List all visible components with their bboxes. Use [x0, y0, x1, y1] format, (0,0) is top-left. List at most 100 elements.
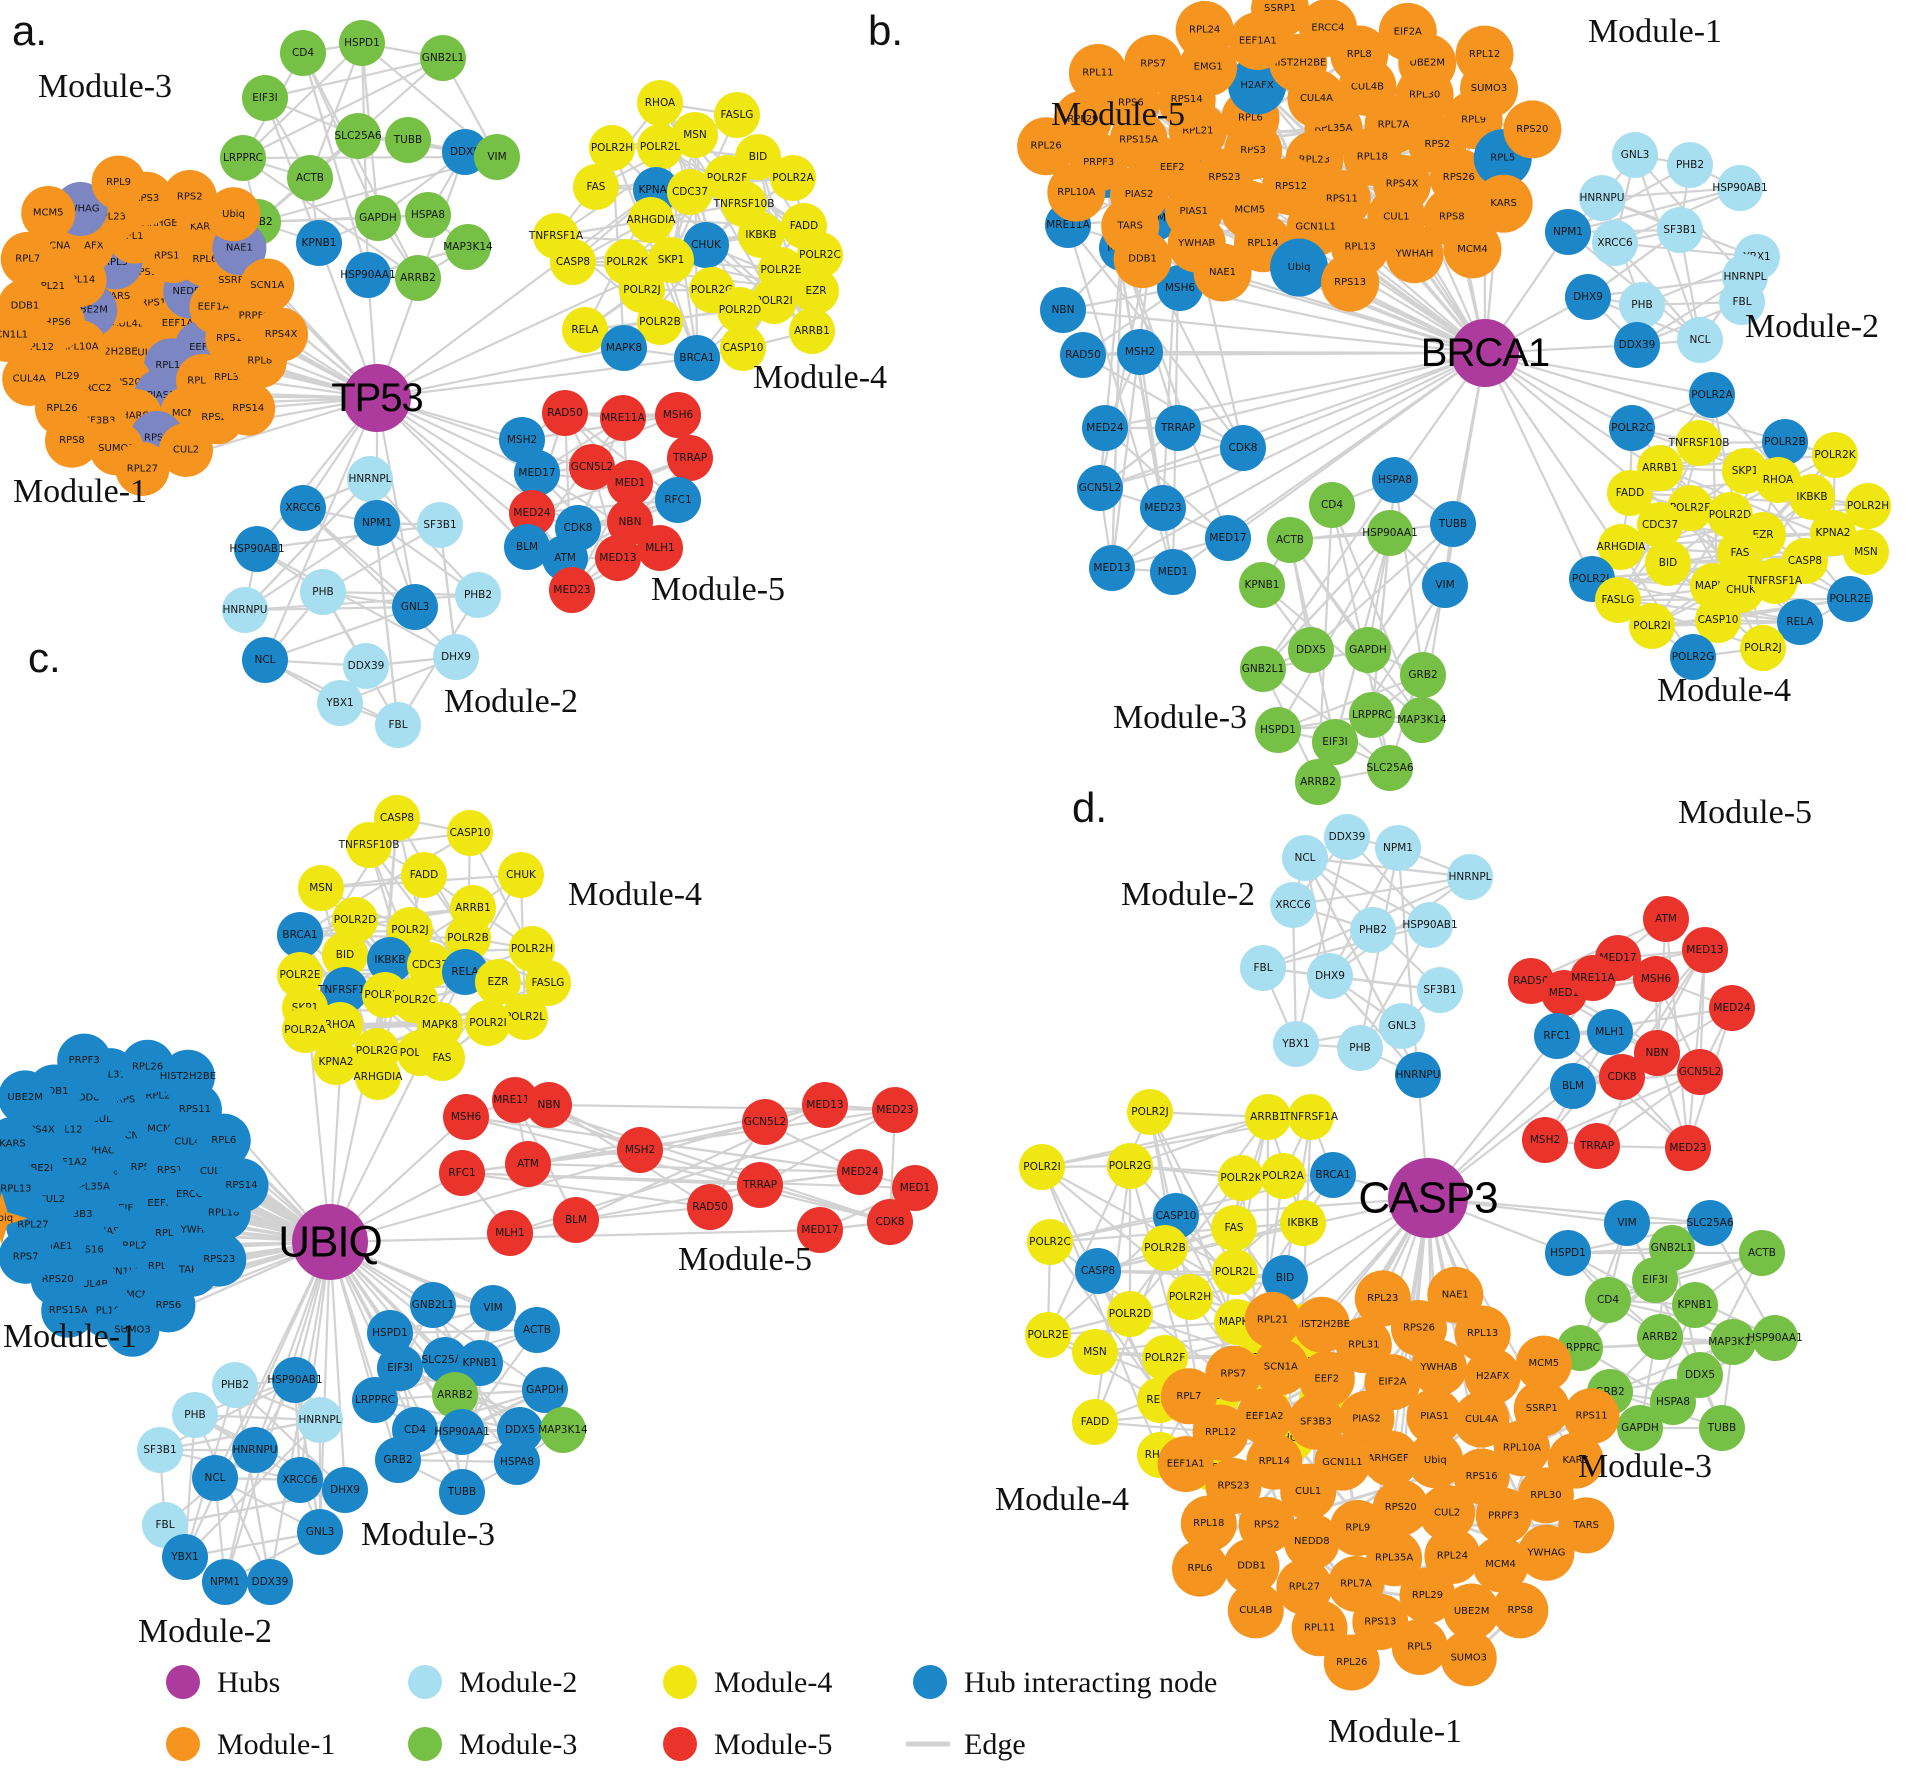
node-MED13[interactable]: MED13	[595, 535, 641, 581]
node-POLR2I[interactable]: POLR2I	[1629, 603, 1675, 649]
node-DDX39[interactable]: DDX39	[343, 643, 389, 689]
node-EZR[interactable]: EZR	[793, 268, 839, 314]
node-HSP90AA1[interactable]: HSP90AA1	[340, 252, 396, 298]
node-RPL13[interactable]: RPL13	[0, 1161, 43, 1216]
node-BLM[interactable]: BLM	[553, 1197, 599, 1243]
node-NPM1[interactable]: NPM1	[1375, 825, 1421, 871]
node-GAPDH[interactable]: GAPDH	[1617, 1405, 1663, 1451]
node-SUMO3[interactable]: SUMO3	[1440, 1630, 1497, 1687]
node-ARRB1[interactable]: ARRB1	[789, 308, 835, 354]
node-ACTB[interactable]: ACTB	[1267, 517, 1313, 563]
node-POLR2D[interactable]: POLR2D	[1707, 492, 1753, 538]
node-MED17[interactable]: MED17	[1205, 515, 1251, 561]
node-RAD50[interactable]: RAD50	[542, 390, 588, 436]
node-HSPA8[interactable]: HSPA8	[1372, 457, 1418, 503]
node-YBX1[interactable]: YBX1	[1273, 1021, 1319, 1067]
node-RPL6[interactable]: RPL6	[196, 1113, 251, 1168]
node-POLR2C[interactable]: POLR2C	[797, 232, 843, 278]
node-POLR2L[interactable]: POLR2L	[502, 994, 548, 1040]
node-UBE2M[interactable]: UBE2M	[1443, 1583, 1500, 1640]
node-RPL5[interactable]: RPL5	[1391, 1618, 1448, 1675]
node-KARS[interactable]: KARS	[0, 1116, 40, 1171]
node-NCL[interactable]: NCL	[1282, 835, 1328, 881]
node-POLR2F[interactable]: POLR2F	[1142, 1335, 1188, 1381]
hub-TP53[interactable]: TP53	[331, 364, 424, 432]
node-RPS23[interactable]: RPS23	[192, 1232, 247, 1287]
node-GRB2[interactable]: GRB2	[1400, 652, 1446, 698]
node-CASP10[interactable]: CASP10	[720, 325, 766, 371]
node-ARRB1[interactable]: ARRB1	[1245, 1094, 1291, 1140]
node-HNRNPU[interactable]: HNRNPU	[1579, 175, 1625, 221]
node-ARRB2[interactable]: ARRB2	[432, 1372, 478, 1418]
node-MSN[interactable]: MSN	[672, 112, 718, 158]
node-YWHAG[interactable]: YWHAG	[1518, 1524, 1575, 1581]
node-MAP3K14[interactable]: MAP3K14	[538, 1407, 588, 1453]
node-XRCC6[interactable]: XRCC6	[1270, 882, 1316, 928]
node-FASLG[interactable]: FASLG	[714, 92, 760, 138]
node-SF3B1[interactable]: SF3B1	[137, 1427, 183, 1473]
node-SUMO3[interactable]: SUMO3	[105, 1302, 160, 1357]
node-YBX1[interactable]: YBX1	[317, 680, 363, 726]
node-SSRP1[interactable]: SSRP1	[1251, 0, 1310, 38]
node-CUL4A[interactable]: CUL4A	[2, 351, 57, 406]
node-RPS7[interactable]: RPS7	[1124, 34, 1183, 93]
node-ARHGDIA[interactable]: ARHGDIA	[627, 197, 677, 243]
node-POLR2J[interactable]: POLR2J	[1127, 1089, 1173, 1135]
node-RPL26[interactable]: RPL26	[1017, 117, 1076, 176]
node-MAP3K14[interactable]: MAP3K14	[443, 224, 493, 270]
node-CUL4B[interactable]: CUL4B	[1227, 1582, 1284, 1639]
node-FBL[interactable]: FBL	[375, 702, 421, 748]
node-MRE11A[interactable]: MRE11A	[600, 395, 646, 441]
node-RPS20[interactable]: RPS20	[1503, 100, 1562, 159]
node-IKBKB[interactable]: IKBKB	[1280, 1200, 1326, 1246]
node-POLR2L[interactable]: POLR2L	[1212, 1249, 1258, 1295]
node-HSP90AA1[interactable]: HSP90AA1	[434, 1409, 490, 1455]
node-RHOA[interactable]: RHOA	[637, 80, 683, 126]
node-FAS[interactable]: FAS	[419, 1035, 465, 1081]
node-HSPA8[interactable]: HSPA8	[494, 1439, 540, 1485]
node-GNB2L1[interactable]: GNB2L1	[410, 1282, 456, 1328]
node-RPS11[interactable]: RPS11	[1563, 1388, 1620, 1445]
node-PRPF3[interactable]: PRPF3	[57, 1033, 112, 1088]
node-POLR2D[interactable]: POLR2D	[717, 287, 763, 333]
node-TRRAP[interactable]: TRRAP	[1155, 405, 1201, 451]
node-NCL[interactable]: NCL	[242, 637, 288, 683]
node-FBL[interactable]: FBL	[1719, 279, 1765, 325]
node-MED13[interactable]: MED13	[802, 1082, 848, 1128]
node-GAPDH[interactable]: GAPDH	[522, 1367, 568, 1413]
node-KPNB1[interactable]: KPNB1	[1239, 562, 1285, 608]
node-RPS7[interactable]: RPS7	[1205, 1345, 1262, 1402]
node-GCN5L2[interactable]: GCN5L2	[1077, 465, 1123, 511]
hub-CASP3[interactable]: CASP3	[1358, 1158, 1499, 1238]
node-RPL18[interactable]: RPL18	[1180, 1495, 1237, 1552]
node-XRCC6[interactable]: XRCC6	[277, 1457, 323, 1503]
node-TNFRSF1A[interactable]: TNFRSF1A	[317, 967, 373, 1013]
node-POLR2A[interactable]: POLR2A	[1689, 372, 1735, 418]
node-RAD50[interactable]: RAD50	[1060, 332, 1106, 378]
node-DDX5[interactable]: DDX5	[1288, 627, 1334, 673]
node-GNB2L1[interactable]: GNB2L1	[1240, 646, 1286, 692]
node-POLR2K[interactable]: POLR2K	[1218, 1155, 1264, 1201]
node-CUL2[interactable]: CUL2	[159, 422, 214, 477]
node-TNFRSF1A[interactable]: TNFRSF1A	[1283, 1094, 1339, 1140]
node-MSN[interactable]: MSN	[298, 865, 344, 911]
node-DHX9[interactable]: DHX9	[1307, 953, 1353, 999]
node-PHB2[interactable]: PHB2	[212, 1362, 258, 1408]
node-HSPD1[interactable]: HSPD1	[367, 1310, 413, 1356]
node-POLR2G[interactable]: POLR2G	[1107, 1143, 1153, 1189]
node-UBE2M[interactable]: UBE2M	[0, 1070, 53, 1125]
node-POLR2A[interactable]: POLR2A	[1260, 1153, 1306, 1199]
node-NEDD8[interactable]: NEDD8	[1283, 1513, 1340, 1570]
node-MED23[interactable]: MED23	[1665, 1125, 1711, 1171]
node-BLM[interactable]: BLM	[1550, 1063, 1596, 1109]
node-HNRNPU[interactable]: HNRNPU	[232, 1427, 278, 1473]
node-CASP10[interactable]: CASP10	[447, 810, 493, 856]
node-CDK8[interactable]: CDK8	[1599, 1054, 1645, 1100]
node-MCM5[interactable]: MCM5	[21, 185, 76, 240]
node-HIST2H2BE[interactable]: HIST2H2BE	[1294, 1296, 1350, 1353]
node-ACTB[interactable]: ACTB	[1739, 1230, 1785, 1276]
node-CUL4A[interactable]: CUL4A	[1453, 1391, 1510, 1448]
node-POLR2H[interactable]: POLR2H	[589, 125, 635, 171]
node-BRCA1[interactable]: BRCA1	[277, 912, 323, 958]
node-MLH1[interactable]: MLH1	[487, 1210, 533, 1256]
